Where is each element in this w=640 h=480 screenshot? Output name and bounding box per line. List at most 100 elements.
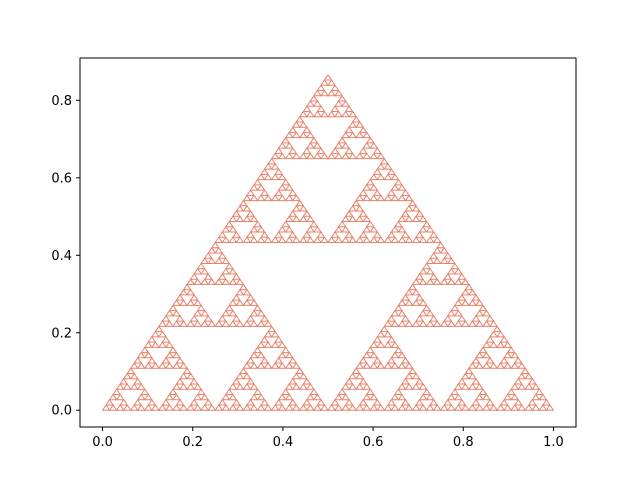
sierpinski-cell (133, 398, 143, 406)
sierpinski-cell (446, 309, 456, 317)
sierpinski-cell (467, 320, 477, 327)
sierpinski-cell (524, 383, 534, 390)
sierpinski-cell (443, 398, 453, 406)
sierpinski-cell (401, 398, 410, 406)
sierpinski-cell (362, 194, 372, 202)
sierpinski-cell (404, 215, 414, 223)
sierpinski-cell (260, 335, 270, 343)
sierpinski-cell (115, 404, 125, 411)
sierpinski-cell (411, 320, 421, 327)
sierpinski-cell (274, 231, 284, 238)
sierpinski-cell (453, 267, 463, 275)
sierpinski-cell (390, 173, 400, 181)
sierpinski-cell (150, 404, 160, 411)
sierpinski-cell (193, 383, 203, 390)
sierpinski-cell (453, 320, 463, 327)
sierpinski-cell (341, 131, 351, 139)
sierpinski-cell (397, 383, 407, 390)
sierpinski-cell (221, 278, 231, 285)
sierpinski-cell (242, 299, 252, 306)
sierpinski-cell (305, 110, 315, 118)
sierpinski-cell (337, 136, 347, 144)
sierpinski-cell (429, 231, 439, 238)
sierpinski-cell (288, 210, 298, 217)
sierpinski-cell (453, 383, 463, 390)
sierpinski-cell (453, 299, 463, 306)
sierpinski-cell (291, 194, 301, 202)
y-tick-label: 0.0 (51, 404, 72, 419)
sierpinski-cell (316, 231, 326, 238)
sierpinski-cell (288, 398, 298, 406)
sierpinski-cell (439, 278, 449, 285)
sierpinski-cell (143, 341, 153, 348)
sierpinski-cell (369, 236, 379, 243)
sierpinski-cell (341, 383, 351, 390)
sierpinski-cell (383, 236, 393, 243)
sierpinski-cell (277, 341, 287, 348)
sierpinski-cell (351, 115, 361, 123)
sierpinski-cell (157, 404, 167, 411)
sierpinski-cell (531, 404, 541, 411)
sierpinski-cell (415, 231, 425, 238)
sierpinski-cell (256, 183, 266, 191)
sierpinski-cell (165, 341, 174, 348)
sierpinski-cell (312, 393, 322, 401)
sierpinski-cell (186, 299, 196, 306)
sierpinski-cell (418, 404, 428, 411)
sierpinski-cell (467, 288, 477, 296)
sierpinski-cell (210, 241, 220, 249)
sierpinski-cell (475, 299, 484, 306)
sierpinski-cell (348, 204, 358, 212)
sierpinski-cell (376, 341, 386, 348)
sierpinski-cell (284, 362, 294, 369)
sierpinski-cell (140, 346, 150, 354)
sierpinski-cell (224, 388, 234, 395)
sierpinski-cell (369, 142, 379, 149)
sierpinski-cell (411, 278, 421, 285)
sierpinski-cell (323, 73, 333, 81)
sierpinski-cell (327, 89, 336, 97)
x-tick-label: 0.2 (182, 435, 203, 450)
sierpinski-cell (341, 152, 351, 160)
sierpinski-cell (172, 320, 181, 327)
sierpinski-cell (179, 404, 189, 411)
sierpinski-cell (150, 330, 160, 338)
sierpinski-cell (305, 236, 315, 243)
sierpinski-cell (418, 309, 428, 317)
sierpinski-cell (246, 356, 255, 364)
sierpinski-cell (362, 183, 372, 191)
sierpinski-cell (425, 236, 435, 243)
sierpinski-cell (348, 110, 358, 118)
sierpinski-cell (281, 178, 291, 186)
sierpinski-cell (446, 257, 456, 264)
sierpinski-cell (337, 220, 347, 228)
sierpinski-cell (376, 236, 386, 243)
sierpinski-cell (161, 356, 171, 364)
sierpinski-cell (228, 236, 238, 243)
sierpinski-cell (390, 225, 400, 233)
sierpinski-cell (249, 404, 259, 411)
sierpinski-cell (457, 377, 467, 385)
sierpinski-cell (119, 398, 129, 406)
sierpinski-cell (489, 330, 499, 338)
sierpinski-cell (411, 383, 421, 390)
sierpinski-cell (284, 183, 294, 191)
sierpinski-cell (270, 162, 280, 170)
sierpinski-cell (193, 309, 203, 317)
sierpinski-cell (267, 157, 277, 165)
sierpinski-cell (302, 147, 312, 154)
sierpinski-cell (538, 404, 548, 411)
sierpinski-cell (136, 362, 146, 369)
sierpinski-cell (450, 388, 460, 395)
sierpinski-cell (386, 168, 396, 175)
y-axis: 0.0 0.2 0.4 0.6 0.8 (51, 94, 80, 419)
sierpinski-cell (369, 152, 379, 160)
sierpinski-cell (439, 320, 449, 327)
sierpinski-cell (422, 262, 432, 270)
sierpinski-cell (133, 356, 143, 364)
sierpinski-cell (221, 320, 231, 327)
sierpinski-cell (320, 152, 329, 160)
sierpinski-cell (309, 136, 319, 144)
sierpinski-cell (140, 388, 150, 395)
sierpinski-cell (401, 314, 410, 322)
